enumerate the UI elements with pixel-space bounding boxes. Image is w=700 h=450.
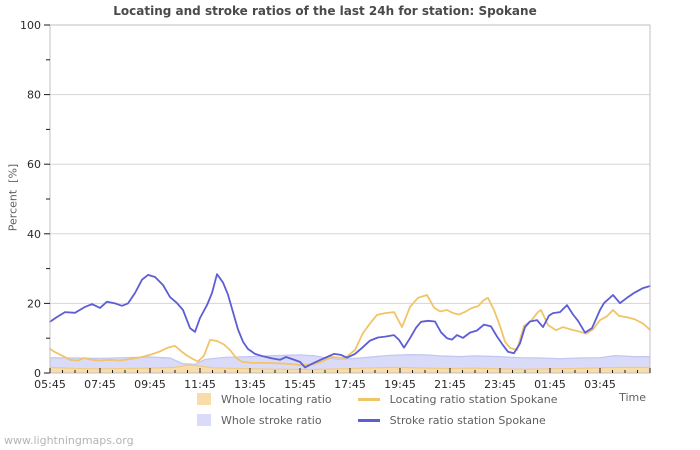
stroke-ratio-station-spokane-swatch xyxy=(357,418,380,422)
legend-label: Stroke ratio station Spokane xyxy=(389,413,546,427)
watermark-link: www.lightningmaps.org xyxy=(4,434,134,447)
x-tick-label: 01:45 xyxy=(534,378,566,391)
x-axis-title: Time xyxy=(619,391,646,404)
legend-item-locating-ratio-station-spokane: Locating ratio station Spokane xyxy=(357,391,558,407)
legend-label: Whole stroke ratio xyxy=(221,413,322,427)
whole-stroke-ratio-swatch xyxy=(197,414,211,426)
y-tick-label: 40 xyxy=(27,228,41,241)
x-tick-label: 03:45 xyxy=(584,378,616,391)
whole-locating-ratio-swatch xyxy=(197,393,211,405)
y-tick-label: 0 xyxy=(34,367,41,380)
x-tick-label: 11:45 xyxy=(184,378,216,391)
y-tick-label: 100 xyxy=(20,19,41,32)
x-tick-label: 17:45 xyxy=(334,378,366,391)
chart-legend: Whole locating ratio Whole stroke ratio Lo… xyxy=(197,391,558,428)
x-tick-label: 21:45 xyxy=(434,378,466,391)
legend-label: Locating ratio station Spokane xyxy=(389,392,558,406)
legend-item-stroke-ratio-station-spokane: Stroke ratio station Spokane xyxy=(357,412,558,428)
x-tick-label: 09:45 xyxy=(134,378,166,391)
y-tick-label: 20 xyxy=(27,297,41,310)
x-tick-label: 23:45 xyxy=(484,378,516,391)
whole-stroke-ratio-area-edge xyxy=(49,353,650,365)
x-tick-label: 05:45 xyxy=(34,378,66,391)
x-tick-label: 19:45 xyxy=(384,378,416,391)
legend-item-whole-locating-ratio: Whole locating ratio xyxy=(197,391,332,407)
x-tick-label: 13:45 xyxy=(234,378,266,391)
legend-label: Whole locating ratio xyxy=(221,392,332,406)
stroke-ratio-station-spokane-line xyxy=(49,273,651,369)
locating-ratio-station-spokane-line xyxy=(49,294,651,366)
locating-ratio-station-spokane-swatch xyxy=(357,397,380,401)
x-tick-label: 07:45 xyxy=(84,378,116,391)
y-tick-label: 60 xyxy=(27,158,41,171)
x-tick-label: 15:45 xyxy=(284,378,316,391)
y-tick-label: 80 xyxy=(27,89,41,102)
legend-item-whole-stroke-ratio: Whole stroke ratio xyxy=(197,412,332,428)
chart-title: Locating and stroke ratios of the last 2… xyxy=(113,4,537,18)
plot-frame xyxy=(49,24,651,374)
